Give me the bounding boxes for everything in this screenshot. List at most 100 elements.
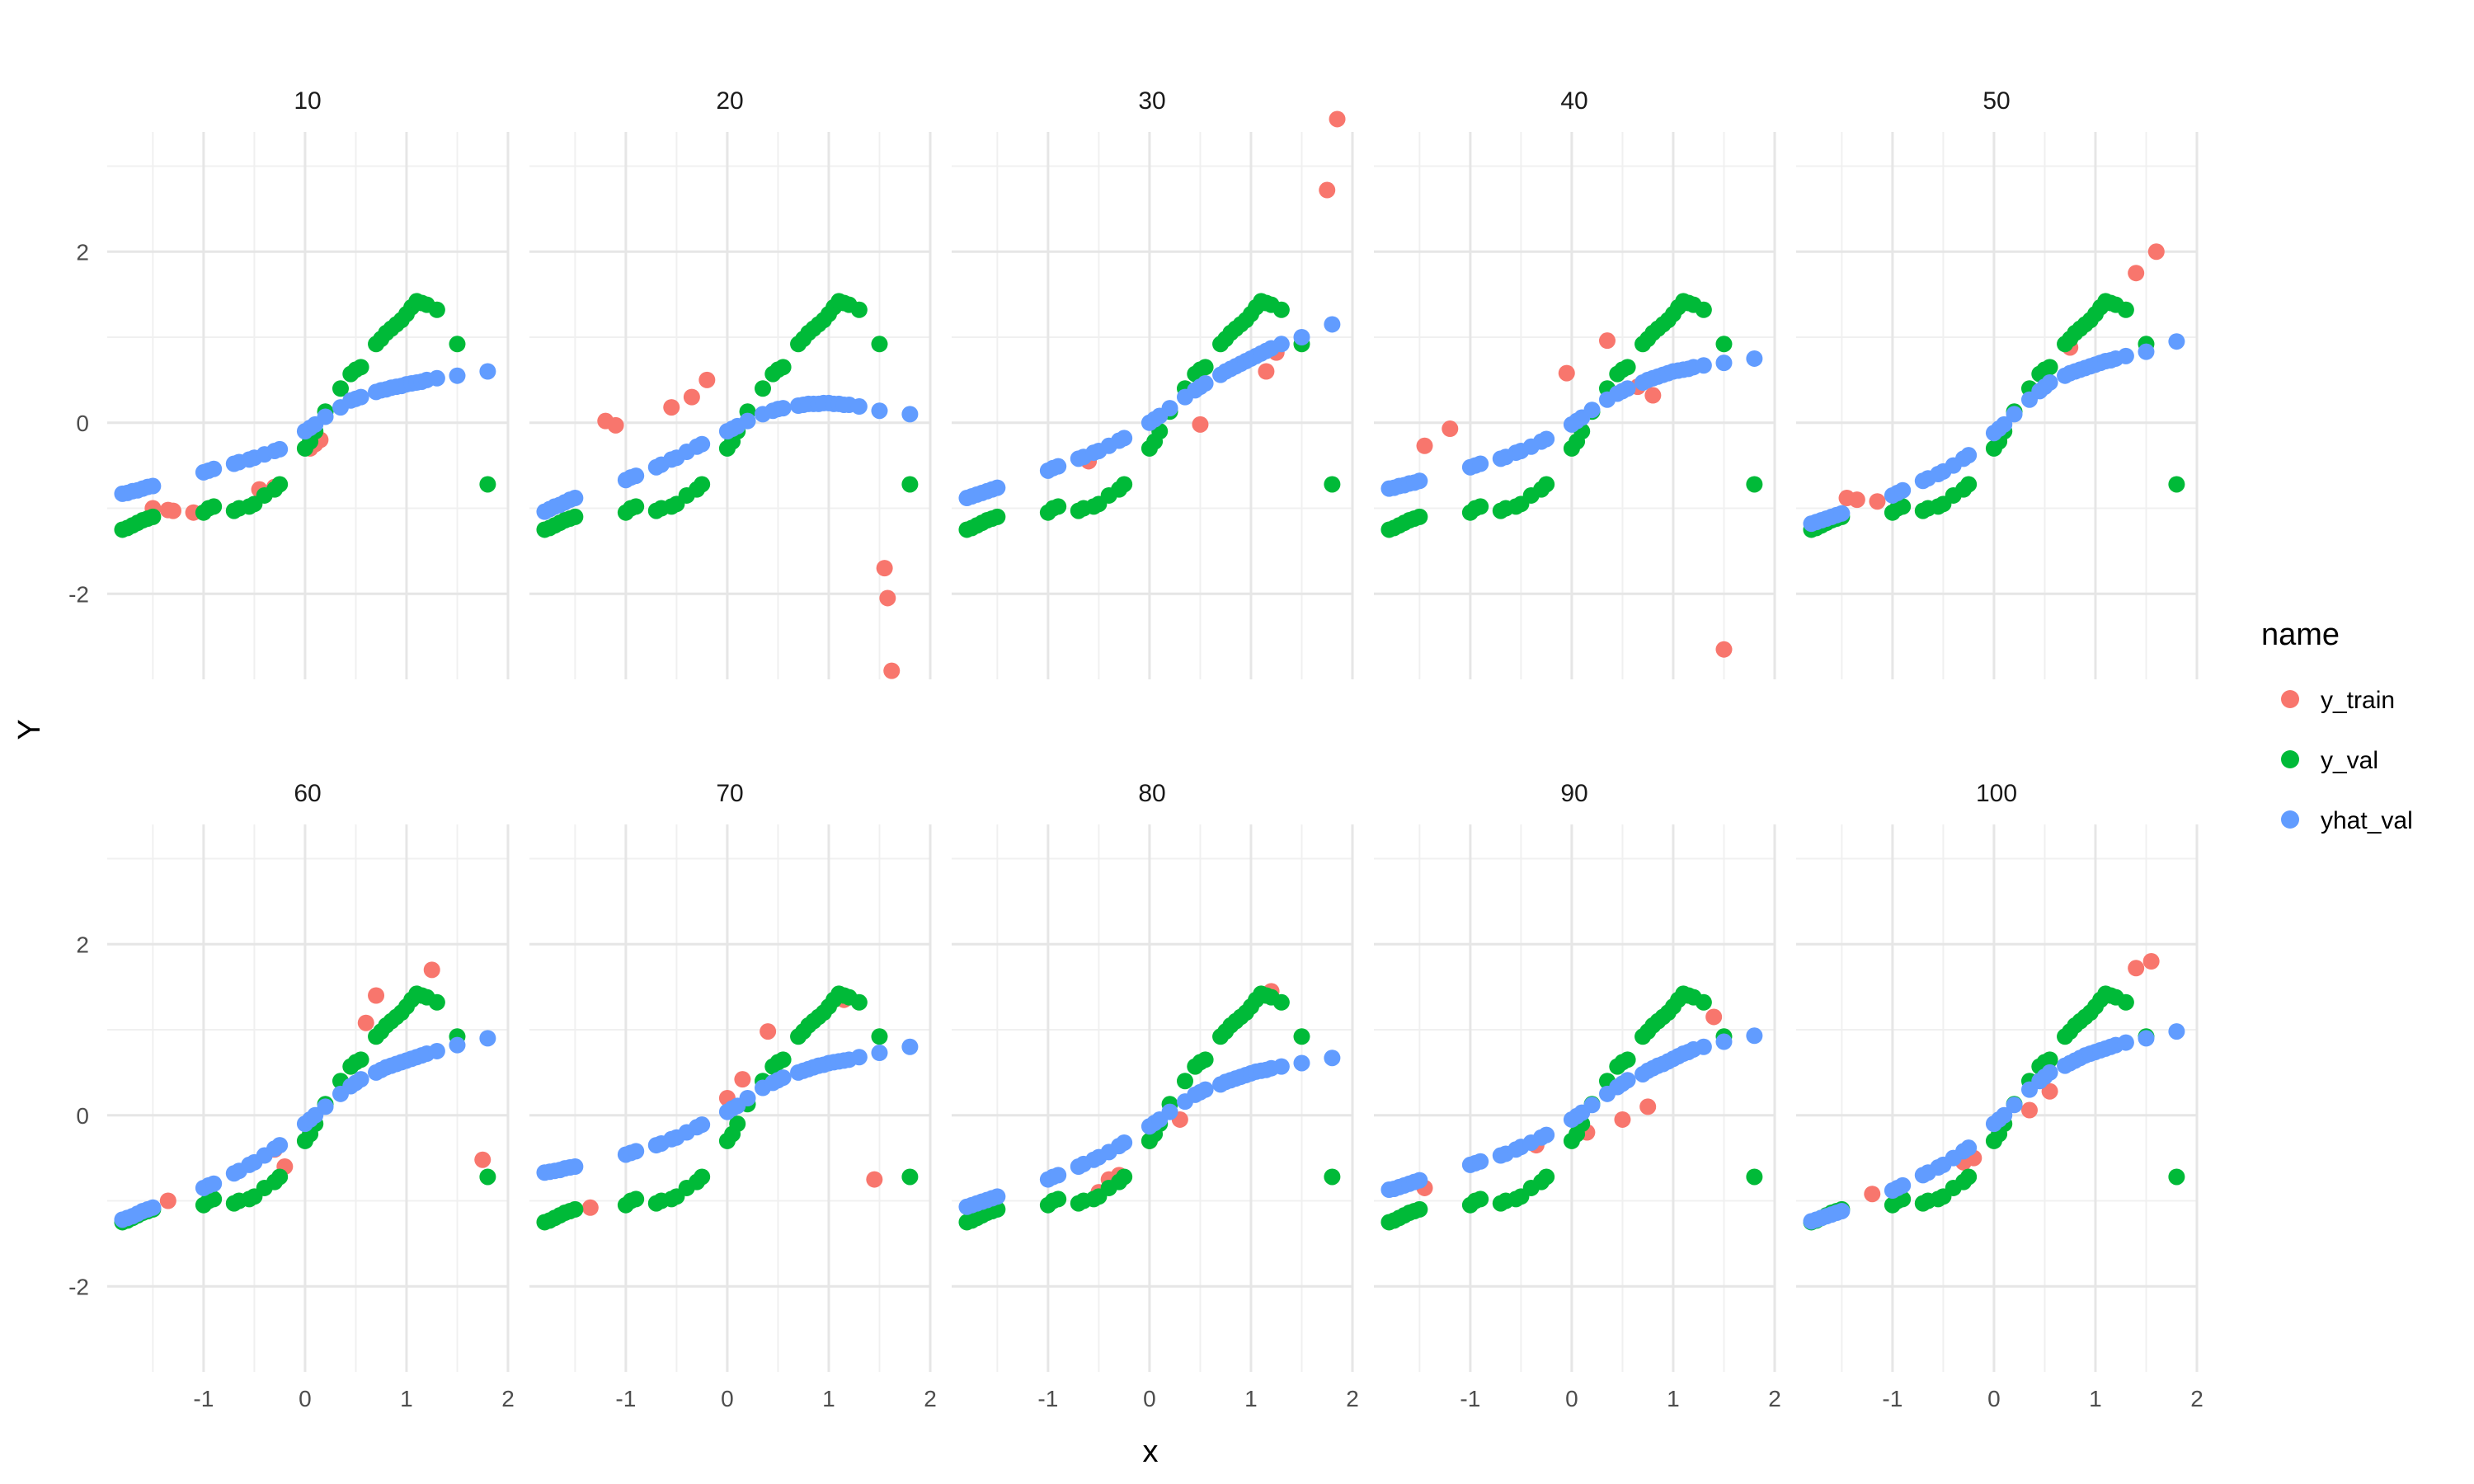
point-yhat-val xyxy=(628,1143,645,1160)
point-yhat-val xyxy=(449,367,466,384)
facet-panel-100: 100 -1 0 1 2 xyxy=(1796,780,2204,1411)
point-y-val xyxy=(1050,1190,1067,1208)
point-y-val xyxy=(1116,476,1133,493)
point-y-val xyxy=(1197,359,1214,376)
x-tick-label: 0 xyxy=(1987,1386,2001,1411)
point-y-val xyxy=(479,1168,496,1186)
point-yhat-val xyxy=(2041,373,2058,391)
x-tick-label: 1 xyxy=(2089,1386,2102,1411)
x-axis-title: x xyxy=(1143,1435,1159,1469)
y-tick-label: 0 xyxy=(76,411,89,436)
point-yhat-val xyxy=(1050,1167,1067,1184)
point-y-val xyxy=(1324,476,1341,493)
point-yhat-val xyxy=(479,1030,496,1047)
point-y-val xyxy=(1960,1168,1978,1186)
point-yhat-val xyxy=(352,1071,369,1088)
point-y-train xyxy=(1639,1098,1657,1115)
point-y-train xyxy=(1644,387,1662,404)
point-y-val xyxy=(1272,301,1290,318)
point-yhat-val xyxy=(567,490,584,507)
point-y-val xyxy=(901,476,919,493)
x-tick-label: 1 xyxy=(822,1386,835,1411)
point-y-train xyxy=(1329,110,1346,128)
point-y-val xyxy=(1695,301,1712,318)
point-yhat-val xyxy=(205,460,223,477)
point-yhat-val xyxy=(428,369,445,387)
point-y-val xyxy=(774,1051,792,1068)
legend-item: y_train xyxy=(2281,687,2395,714)
point-y-val xyxy=(850,301,868,318)
point-y-train xyxy=(368,987,385,1004)
point-y-val xyxy=(205,1190,223,1208)
point-y-train xyxy=(866,1171,883,1188)
point-yhat-val xyxy=(1472,1153,1489,1170)
point-y-train xyxy=(1869,493,1886,510)
point-y-val xyxy=(352,359,369,376)
point-y-val xyxy=(2117,993,2134,1011)
facet-panel-50: 50 xyxy=(1796,87,2199,679)
point-y-val xyxy=(774,359,792,376)
point-yhat-val xyxy=(1715,1033,1733,1050)
point-yhat-val xyxy=(1116,430,1133,447)
point-yhat-val xyxy=(2117,1034,2134,1051)
legend: name y_train y_val yhat_val xyxy=(2261,618,2413,834)
point-y-train xyxy=(2128,960,2145,977)
point-yhat-val xyxy=(694,435,711,453)
point-yhat-val xyxy=(1960,1139,1978,1157)
y-tick-label: 2 xyxy=(76,239,89,265)
point-yhat-val xyxy=(1197,375,1214,392)
point-y-train xyxy=(607,416,624,434)
facet-strip-label: 80 xyxy=(1138,780,1165,807)
legend-key xyxy=(2281,750,2299,768)
point-yhat-val xyxy=(1833,1202,1851,1219)
point-y-val xyxy=(479,476,496,493)
point-y-train xyxy=(760,1023,777,1040)
point-y-val xyxy=(1411,1200,1428,1218)
x-tick-label: 2 xyxy=(501,1386,515,1411)
point-y-train xyxy=(876,560,893,577)
point-y-train xyxy=(581,1199,599,1216)
point-yhat-val xyxy=(1161,400,1178,417)
point-yhat-val xyxy=(739,412,756,430)
point-yhat-val xyxy=(871,402,888,420)
facet-panel-70: 70 -1 0 1 2 xyxy=(529,780,937,1411)
point-y-train xyxy=(663,399,680,416)
point-y-val xyxy=(901,1168,919,1186)
legend-key xyxy=(2281,810,2299,829)
point-yhat-val xyxy=(1272,1058,1290,1075)
y-tick-label: 2 xyxy=(76,932,89,957)
point-y-val xyxy=(332,380,349,397)
y-tick-label: -2 xyxy=(68,1274,89,1299)
point-y-val xyxy=(2041,1051,2058,1068)
facet-panel-10: 10 -2 0 2 xyxy=(68,87,510,679)
point-y-val xyxy=(567,1200,584,1218)
point-yhat-val xyxy=(1746,1027,1763,1045)
point-y-train xyxy=(2041,1082,2058,1100)
y-tick-label: -2 xyxy=(68,581,89,607)
point-yhat-val xyxy=(1538,430,1555,448)
point-y-train xyxy=(1192,416,1209,433)
point-yhat-val xyxy=(871,1045,888,1062)
point-yhat-val xyxy=(774,1069,792,1087)
point-y-train xyxy=(734,1071,751,1088)
point-yhat-val xyxy=(1894,481,1912,499)
legend-title: name xyxy=(2261,618,2340,652)
point-yhat-val xyxy=(989,479,1006,496)
point-y-train xyxy=(2147,243,2165,261)
point-yhat-val xyxy=(1996,1106,2013,1124)
point-yhat-val xyxy=(850,398,868,416)
point-y-val xyxy=(205,498,223,515)
point-y-val xyxy=(1960,476,1978,493)
point-y-train xyxy=(1319,181,1336,199)
point-y-train xyxy=(1614,1111,1631,1128)
point-yhat-val xyxy=(428,1042,445,1059)
point-y-train xyxy=(1442,420,1459,438)
point-yhat-val xyxy=(352,388,369,406)
point-yhat-val xyxy=(774,400,792,417)
facet-panel-30: 30 xyxy=(952,87,1354,679)
point-yhat-val xyxy=(1619,1072,1636,1089)
point-yhat-val xyxy=(1272,336,1290,353)
facet-strip-label: 70 xyxy=(716,780,743,807)
point-y-train xyxy=(1598,332,1616,350)
